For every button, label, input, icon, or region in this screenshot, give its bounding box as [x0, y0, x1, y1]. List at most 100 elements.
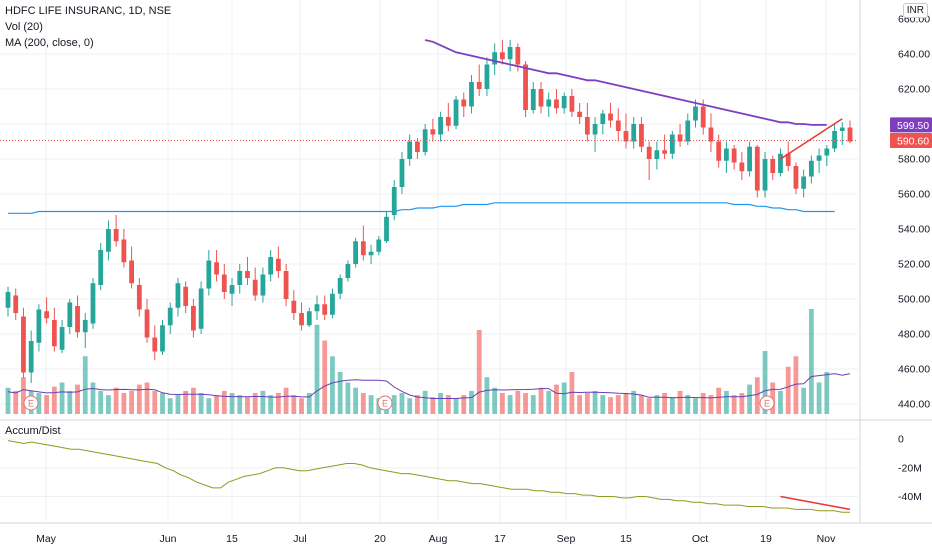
volume-bar: [484, 377, 490, 414]
volume-bar: [75, 384, 80, 414]
candle-body: [778, 153, 783, 173]
volume-bar: [747, 384, 752, 414]
candle-body: [252, 279, 258, 296]
time-tick-label: Jul: [293, 533, 306, 545]
candle-body: [314, 304, 320, 312]
volume-bar: [160, 393, 165, 414]
candle-body: [75, 306, 80, 333]
candle-body: [283, 271, 289, 299]
candle-body: [739, 162, 745, 172]
candle-body: [639, 124, 644, 147]
accum-dist-label[interactable]: Accum/Dist: [5, 425, 61, 437]
resistance-line: [424, 39, 827, 126]
candle-body: [322, 304, 328, 315]
currency-badge[interactable]: INR: [902, 3, 928, 18]
candle-body: [67, 302, 73, 327]
candle-body: [13, 295, 19, 313]
candle-body: [44, 311, 50, 319]
volume-bar: [51, 386, 57, 414]
ma-value-tag: 599.50: [897, 120, 929, 132]
candle-body: [507, 47, 513, 60]
volume-bar: [136, 384, 142, 414]
candle-body: [175, 283, 181, 308]
volume-bar: [654, 395, 660, 414]
price-tick-label: 580.00: [898, 154, 930, 166]
candle-body: [600, 113, 606, 124]
candle-body: [469, 82, 474, 107]
volume-bar: [554, 384, 559, 414]
candle-body: [198, 288, 204, 329]
candle-body: [523, 64, 528, 110]
volume-bar: [67, 390, 73, 414]
earnings-marker-circle: [759, 395, 775, 411]
volume-bar: [808, 309, 814, 414]
volume-bar: [685, 395, 691, 414]
candle-body: [669, 134, 675, 154]
last-close-tag: 590.60: [897, 135, 929, 147]
candle-body: [353, 241, 359, 264]
candle-body: [716, 141, 722, 161]
candle-body: [832, 131, 837, 149]
time-tick-label: Nov: [817, 533, 836, 545]
candle-body: [554, 99, 559, 109]
earnings-marker: E: [23, 395, 39, 411]
volume-bar: [214, 395, 219, 414]
volume-bar: [21, 377, 26, 414]
candle-body: [724, 148, 729, 161]
price-tick-label: 520.00: [898, 259, 930, 271]
volume-bar: [353, 387, 359, 414]
ad-trendline: [780, 495, 851, 511]
candle-body: [129, 260, 134, 284]
candle-body: [476, 82, 482, 89]
volume-bar: [499, 393, 505, 414]
volume-bar: [314, 324, 320, 414]
time-tick-label: Sep: [557, 533, 576, 545]
volume-indicator-label[interactable]: Vol (20): [5, 21, 43, 33]
volume-bar: [345, 382, 351, 414]
volume-bar: [708, 395, 714, 414]
candle-body: [260, 274, 266, 296]
candle-body: [183, 286, 189, 306]
ma-indicator-label[interactable]: MA (200, close, 0): [5, 37, 94, 49]
volume-bar: [167, 398, 173, 414]
volume-bar: [330, 356, 335, 414]
time-tick-label: 15: [620, 533, 632, 545]
accum-dist-line: [7, 440, 850, 513]
volume-bar: [121, 393, 127, 414]
volume-bar: [430, 397, 436, 414]
time-tick-label: 19: [760, 533, 772, 545]
volume-bar: [608, 397, 613, 414]
candle-body: [221, 274, 227, 292]
price-tick-label: 620.00: [898, 84, 930, 96]
candle-body: [275, 258, 281, 271]
earnings-marker-circle: [23, 395, 39, 411]
candle-body: [384, 216, 389, 242]
candle-body: [569, 96, 575, 112]
candle-body: [731, 148, 737, 163]
candle-body: [237, 271, 243, 285]
candle-body: [106, 229, 111, 252]
candle-body: [747, 146, 752, 172]
volume-bar: [507, 395, 513, 414]
volume-bar: [283, 387, 289, 414]
volume-bar: [669, 397, 675, 414]
volume-bar: [438, 393, 443, 414]
candle-body: [785, 153, 791, 166]
earnings-marker-label: E: [764, 399, 770, 409]
candle-body: [21, 316, 26, 373]
candle-body: [415, 141, 420, 152]
ma-value-tag-bg: [890, 117, 932, 133]
candle-body: [299, 313, 304, 326]
volume-bar: [306, 393, 312, 414]
candle-body: [190, 306, 196, 331]
volume-bar: [422, 390, 428, 414]
candle-body: [762, 159, 768, 191]
volume-bar: [700, 393, 706, 414]
volume-bar: [360, 393, 366, 414]
earnings-marker: E: [759, 395, 775, 411]
time-tick-label: 15: [226, 533, 238, 545]
candle-body: [461, 99, 467, 107]
candle-body: [824, 148, 830, 156]
